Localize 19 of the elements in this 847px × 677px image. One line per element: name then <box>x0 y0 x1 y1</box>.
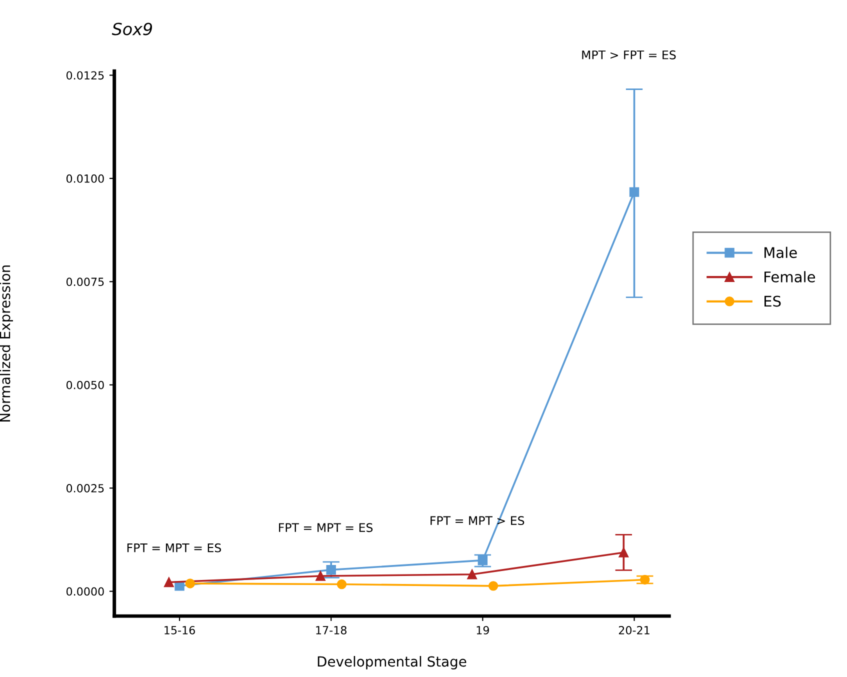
annotation: FPT = MPT = ES <box>279 523 373 532</box>
annotation: FPT = MPT = ES <box>127 543 222 552</box>
text: MPT > FPT = ES <box>582 50 676 60</box>
x-tick-label: 20-21 <box>618 626 650 634</box>
legend-label: ES <box>764 296 781 307</box>
y-tick-label: 0.0075 <box>66 278 104 286</box>
y-axis-title: Normalized Expression <box>0 265 13 422</box>
y-tick-label: 0.0100 <box>66 174 104 183</box>
x-tick-label: 15-16 <box>164 626 195 634</box>
x-tick-label: 17-18 <box>316 626 346 634</box>
legend-label: Male <box>764 246 797 258</box>
x-tick-label: 19 <box>476 626 489 634</box>
y-tick-label: 0.0125 <box>66 71 104 80</box>
legend-label: Female <box>764 271 816 282</box>
x-axis-title: Developmental Stage <box>318 656 466 670</box>
y-tick-label: 0.0050 <box>66 380 104 390</box>
y-tick-label: 0.0025 <box>66 484 104 492</box>
chart-title: Sox9 <box>112 22 152 36</box>
y-tick-label: 0.0000 <box>66 587 104 596</box>
